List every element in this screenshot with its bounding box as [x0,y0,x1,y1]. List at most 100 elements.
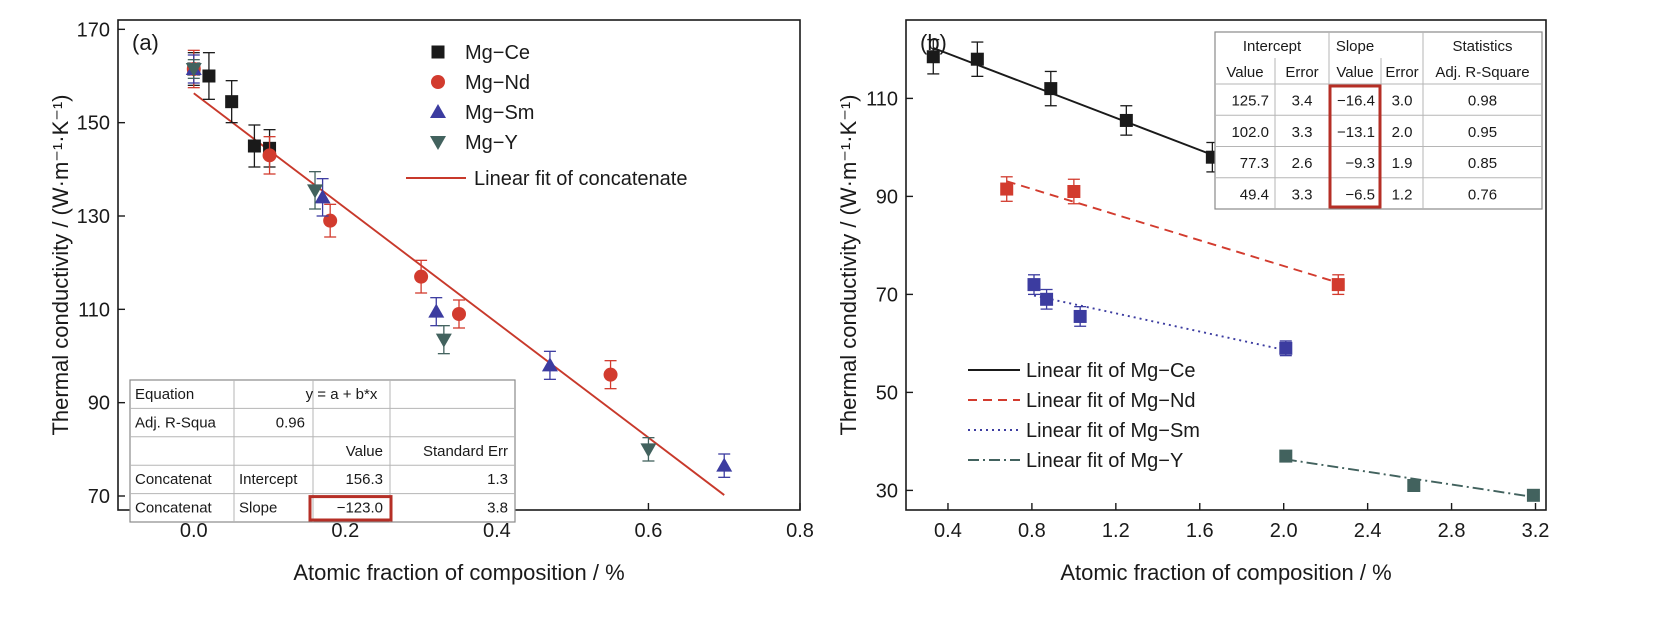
table-cell: −123.0 [337,500,383,517]
y-axis-label: Thermal conductivity / (W·m⁻¹·K⁻¹) [48,94,73,435]
y-tick-label: 90 [88,393,110,415]
data-point [1027,278,1041,292]
x-axis-label: Atomic fraction of composition / % [293,560,624,585]
panel-label: (a) [132,30,159,55]
data-point [1067,185,1081,198]
table-cell: Adj. R-Squa [135,414,217,431]
x-tick-label: 0.2 [331,520,359,542]
x-axis-label: Atomic fraction of composition / % [1060,560,1391,585]
table-cell: −6.5 [1345,186,1375,203]
data-point [1073,309,1087,323]
table-header: Intercept [1243,38,1302,55]
data-point [1331,278,1345,292]
y-tick-label: 170 [77,19,110,41]
table-cell: 1.2 [1392,186,1413,203]
data-point [1000,182,1014,196]
legend-marker [431,45,445,59]
table-subheader: Adj. R-Square [1435,64,1529,81]
fit-line [1006,180,1339,284]
highlight-box [308,495,393,522]
data-point [314,189,331,204]
x-tick-label: 2.4 [1354,520,1382,542]
data-point [185,63,202,77]
table-cell: 3.8 [487,500,508,517]
x-tick-label: 0.8 [1018,520,1046,542]
x-tick-label: 0.8 [786,520,814,542]
data-point [414,269,429,284]
table-cell: 0.95 [1468,124,1497,141]
table-cell: 156.3 [345,471,383,488]
data-point [225,95,239,109]
legend-marker [430,104,446,118]
y-tick-label: 130 [77,206,110,228]
legend-label: Mg−Nd [465,72,530,94]
table-cell: Concatenat [135,500,213,517]
y-tick-label: 90 [876,186,898,208]
data-point [970,52,984,66]
y-tick-label: 50 [876,382,898,404]
data-point [1279,341,1293,355]
y-tick-label: 30 [876,480,898,502]
data-point [262,148,277,163]
data-point [640,443,657,458]
y-tick-label: 110 [866,88,898,110]
data-point [452,307,466,321]
table-border [129,379,516,523]
x-tick-label: 1.6 [1186,520,1214,542]
x-tick-label: 2.8 [1438,520,1466,542]
data-point [926,50,940,64]
table-subheader: Error [1285,64,1318,81]
x-tick-label: 0.4 [483,520,511,542]
data-point [307,184,324,199]
legend-marker [430,136,446,150]
data-point [202,69,216,83]
highlight-box [1328,84,1382,209]
chart-panel-b: 0.4 0.8 1.2 1.6 2.0 2.4 2.8 3.2 30 50 70 90 110 Atomi… [836,19,1550,585]
x-tick-label: 3.2 [1522,520,1550,542]
legend-label: Linear fit of Mg−Sm [1026,420,1200,442]
legend-label: Mg−Ce [465,42,530,64]
table-cell: Slope [239,500,277,517]
data-point [603,367,618,382]
data-point [1040,292,1054,306]
stats-table: Intercept Slope Statistics Value Error Value E… [1214,31,1543,210]
y-tick-label: 70 [88,486,110,508]
data-point [1407,479,1421,492]
table-cell: Intercept [239,471,298,488]
table-cell: 3.0 [1392,93,1413,110]
x-tick-label: 2.0 [1270,520,1298,542]
table-cell: −13.1 [1337,124,1375,141]
data-point [1526,488,1540,502]
table-header: Slope [1336,38,1374,55]
table-cell: 0.76 [1468,186,1497,203]
fit-line [193,92,725,496]
table-cell: Value [346,443,383,460]
table-cell: 1.9 [1392,155,1413,172]
table-cell: 3.3 [1292,124,1313,141]
plot-frame [905,19,1547,511]
fit-line [1033,294,1287,352]
data-point [247,139,261,153]
table-cell: 125.7 [1231,93,1269,110]
y-tick-label: 110 [78,299,110,321]
stats-table: Equation y = a + b*x Adj. R-Squa 0.96 Value S… [129,379,516,523]
table-cell: y = a + b*x [306,386,378,403]
table-cell: 0.85 [1468,155,1497,172]
table-header: Statistics [1452,38,1512,55]
table-cell: 49.4 [1240,186,1269,203]
data-point [323,213,338,228]
y-tick-label: 70 [876,284,898,306]
fit-line [932,47,1213,156]
table-cell: 3.4 [1292,93,1313,110]
table-cell: 0.96 [276,414,305,431]
data-point [428,303,445,318]
data-point [435,333,452,348]
data-point [541,357,558,372]
legend-label: Linear fit of Mg−Nd [1026,390,1196,412]
x-tick-label: 1.2 [1102,520,1130,542]
x-tick-label: 0.6 [635,520,663,542]
legend-label: Linear fit of Mg−Y [1026,450,1183,472]
table-subheader: Value [1226,64,1263,81]
y-axis-label: Thermal conductivity / (W·m⁻¹·K⁻¹) [836,94,861,435]
